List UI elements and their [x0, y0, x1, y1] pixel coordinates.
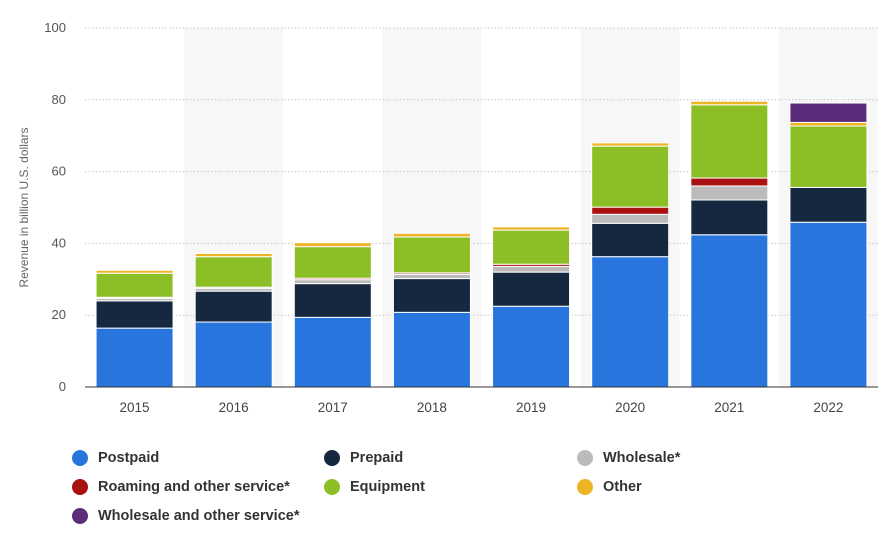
legend-swatch [72, 450, 88, 466]
bar-segment-other-2021 [690, 100, 769, 106]
bar-segment-wholesale-and-other-service-2022 [789, 102, 868, 123]
x-tick-label: 2016 [219, 400, 249, 415]
bar-segment-wholesale-2020 [591, 213, 670, 224]
y-tick-label: 60 [52, 164, 66, 179]
legend-label: Wholesale* [603, 450, 681, 466]
legend-label: Wholesale and other service* [98, 508, 300, 524]
x-tick-label: 2020 [615, 400, 645, 415]
bar-segment-equipment-2022 [789, 125, 868, 188]
x-tick-label: 2015 [120, 400, 150, 415]
bar-segment-wholesale-2021 [690, 185, 769, 201]
bar-segment-postpaid-2022 [789, 221, 868, 388]
legend-label: Other [603, 479, 642, 495]
x-tick-label: 2017 [318, 400, 348, 415]
legend-swatch [324, 450, 340, 466]
bar-segment-roaming-and-other-service-2020 [591, 206, 670, 215]
x-tick-label: 2019 [516, 400, 546, 415]
legend-label: Postpaid [98, 450, 160, 466]
y-tick-label: 20 [52, 307, 66, 322]
bar-segment-prepaid-2022 [789, 186, 868, 223]
bar-segment-postpaid-2020 [591, 256, 670, 388]
bar-segment-postpaid-2021 [690, 234, 769, 388]
bar-segment-postpaid-2015 [95, 327, 174, 388]
x-tick-label: 2021 [714, 400, 744, 415]
legend-label: Roaming and other service* [98, 479, 290, 495]
bar-segment-other-2015 [95, 269, 174, 274]
bar-segment-prepaid-2021 [690, 199, 769, 236]
bar-segment-postpaid-2016 [194, 321, 273, 388]
bar-segment-other-2022 [789, 121, 868, 127]
bar-segment-other-2016 [194, 252, 273, 258]
legend-item[interactable]: Wholesale* [577, 447, 680, 469]
bar-segment-other-2017 [293, 242, 372, 248]
bar-segment-prepaid-2020 [591, 222, 670, 258]
bar-segment-equipment-2016 [194, 256, 273, 288]
legend-swatch [72, 479, 88, 495]
bar-segment-other-2019 [492, 226, 571, 231]
y-tick-label: 40 [52, 235, 66, 250]
bar-segment-equipment-2018 [392, 236, 471, 274]
bar-segment-equipment-2021 [690, 104, 769, 179]
legend-item[interactable]: Other [577, 476, 642, 498]
y-tick-label: 0 [59, 379, 66, 394]
bar-segment-wholesale-2019 [492, 265, 571, 273]
legend-item[interactable]: Equipment [324, 476, 425, 498]
bar-segment-prepaid-2018 [392, 278, 471, 313]
y-tick-label: 80 [52, 92, 66, 107]
legend-item[interactable]: Roaming and other service* [72, 476, 290, 498]
bar-segment-other-2020 [591, 142, 670, 147]
legend-swatch [577, 450, 593, 466]
bar-segment-prepaid-2019 [492, 271, 571, 307]
x-tick-label: 2018 [417, 400, 447, 415]
legend-label: Equipment [350, 479, 425, 495]
y-tick-label: 100 [44, 20, 66, 35]
legend-swatch [72, 508, 88, 524]
legend-swatch [324, 479, 340, 495]
legend-label: Prepaid [350, 450, 404, 466]
bar-segment-prepaid-2015 [95, 300, 174, 329]
bar-segment-wholesale-2018 [392, 273, 471, 280]
legend-swatch [577, 479, 593, 495]
bar-segment-postpaid-2017 [293, 316, 372, 388]
bar-segment-wholesale-2017 [293, 279, 372, 285]
chart-canvas: 0 20 40 60 80 100 Revenue in billion U.S. doll… [17, 20, 878, 415]
bar-segment-prepaid-2016 [194, 290, 273, 323]
legend-item[interactable]: Postpaid [72, 447, 159, 469]
bar-segment-postpaid-2018 [392, 311, 471, 388]
stacked-bar-chart: 0 20 40 60 80 100 Revenue in billion U.S. doll… [17, 20, 878, 415]
legend-item[interactable]: Prepaid [324, 447, 403, 469]
bar-segment-other-2018 [392, 232, 471, 238]
x-tick-label: 2022 [813, 400, 843, 415]
bar-segment-equipment-2019 [492, 229, 571, 265]
bar-segment-equipment-2017 [293, 246, 372, 279]
bar-segment-prepaid-2017 [293, 283, 372, 318]
y-axis-label: Revenue in billion U.S. dollars [17, 127, 31, 287]
bar-segment-roaming-and-other-service-2021 [690, 177, 769, 187]
bar-segment-equipment-2020 [591, 145, 670, 208]
bar-segment-postpaid-2019 [492, 305, 571, 388]
legend-item[interactable]: Wholesale and other service* [72, 505, 299, 527]
bar-segment-equipment-2015 [95, 272, 174, 298]
